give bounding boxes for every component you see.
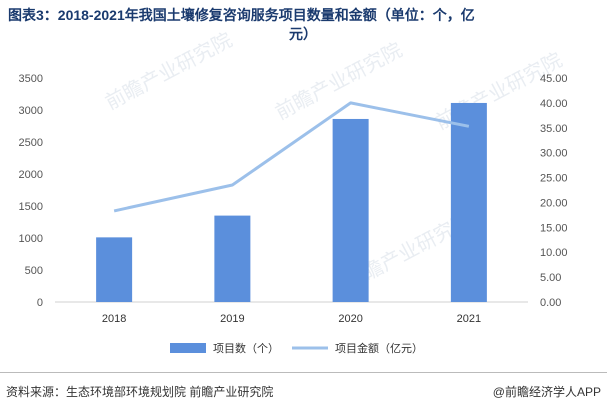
bar	[214, 215, 251, 302]
legend-label-bar: 项目数（个）	[213, 342, 279, 355]
right-tick-label: 30.00	[540, 148, 568, 160]
bar-series	[96, 102, 487, 303]
right-axis: 0.00 5.00 10.00 15.00 20.00 25.00 30.00 35.00 40…	[540, 73, 568, 309]
bar	[450, 102, 487, 303]
right-tick-label: 15.00	[540, 222, 568, 234]
left-tick-label: 2500	[19, 137, 43, 149]
right-tick-label: 10.00	[540, 247, 568, 259]
watermark-text: 前瞻产业研究院	[101, 27, 236, 114]
chart-title-line1: 图表3：2018-2021年我国土壤修复咨询服务项目数量和金额（单位：个，亿	[8, 7, 475, 23]
right-tick-label: 35.00	[540, 123, 568, 135]
brand-text: @前瞻经济学人APP	[492, 385, 601, 399]
left-axis: 0 500 1000 1500 2000 2500 3000 3500	[19, 73, 43, 309]
footer: 资料来源：生态环境部环境规划院 前瞻产业研究院 @前瞻经济学人APP	[0, 372, 607, 410]
x-tick-label: 2021	[457, 313, 481, 325]
legend-swatch-bar	[170, 343, 206, 353]
chart-title: 图表3：2018-2021年我国土壤修复咨询服务项目数量和金额（单位：个，亿 元…	[8, 6, 598, 44]
bar	[332, 118, 369, 303]
right-tick-label: 45.00	[540, 73, 568, 85]
chart-title-line2: 元）	[289, 26, 317, 42]
left-tick-label: 500	[25, 265, 43, 277]
right-tick-label: 0.00	[540, 297, 561, 309]
legend-label-line: 项目金额（亿元）	[335, 341, 423, 355]
left-tick-label: 3500	[19, 73, 43, 85]
x-tick-label: 2020	[338, 313, 362, 325]
left-tick-label: 0	[37, 297, 43, 309]
x-tick-label: 2018	[102, 313, 126, 325]
right-tick-label: 40.00	[540, 98, 568, 110]
left-tick-label: 2000	[19, 169, 43, 181]
right-tick-label: 25.00	[540, 173, 568, 185]
right-tick-label: 20.00	[540, 197, 568, 209]
left-tick-label: 1500	[19, 201, 43, 213]
bar	[96, 237, 133, 302]
x-tick-label: 2019	[220, 313, 244, 325]
left-tick-label: 1000	[19, 233, 43, 245]
line-series	[113, 101, 470, 213]
right-tick-label: 5.00	[540, 272, 561, 284]
legend: 项目数（个） 项目金额（亿元）	[170, 341, 423, 355]
series-line	[113, 101, 470, 213]
x-axis-labels: 2018 2019 2020 2021	[102, 313, 481, 325]
left-tick-label: 3000	[19, 105, 43, 117]
source-text: 资料来源：生态环境部环境规划院 前瞻产业研究院	[6, 385, 274, 399]
